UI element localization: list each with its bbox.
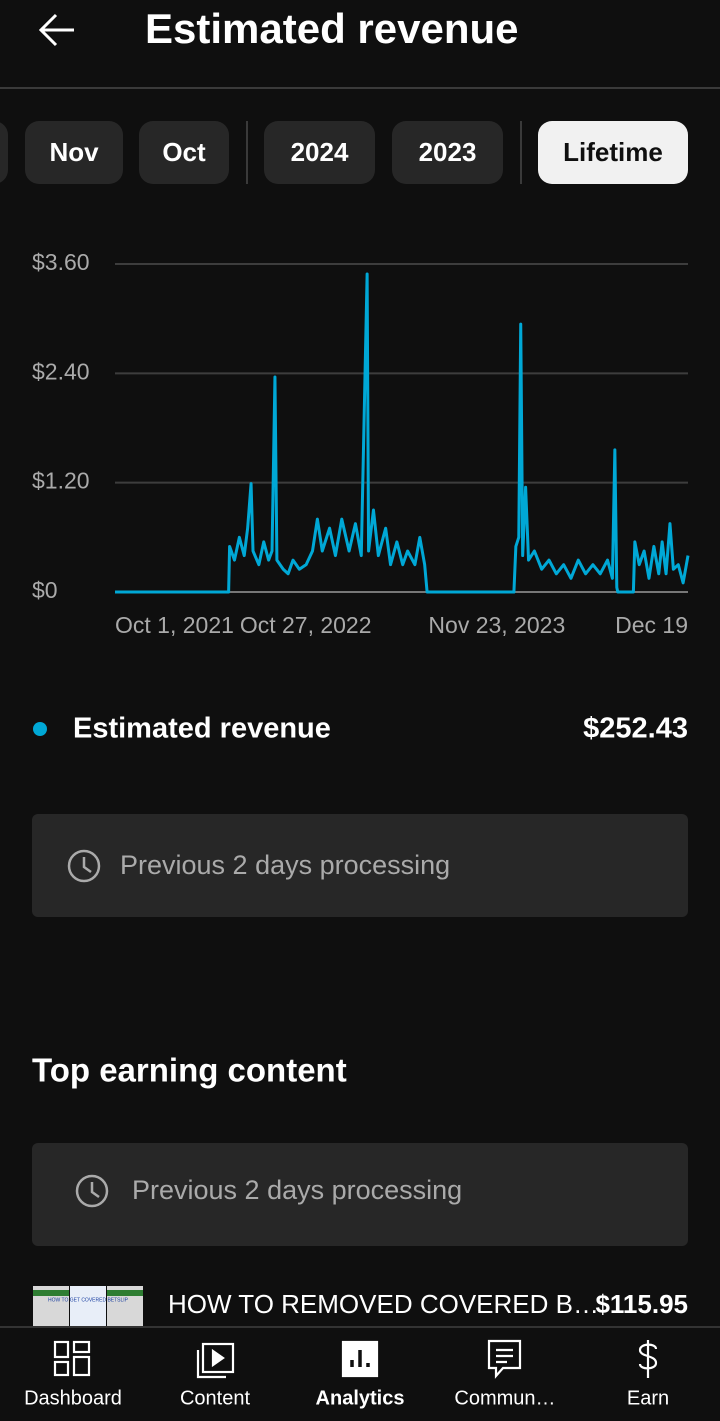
x-tick-label: Oct 1, 2021 [115,612,234,638]
section-title: Top earning content [32,1052,347,1089]
icon-part [196,1350,226,1379]
filter-chip[interactable]: 2023 [392,121,503,184]
content-icon [196,1342,235,1379]
clock-hands [82,857,92,874]
chip-label: Oct [162,137,206,167]
nav-label: Analytics [316,1387,405,1409]
revenue-line [115,272,690,594]
icon-part [487,1339,522,1379]
nav-label: Earn [627,1387,669,1409]
chip-background [25,121,123,184]
content-title: HOW TO REMOVED COVERED B… [168,1289,599,1319]
nav-label: Commun… [454,1387,555,1409]
x-tick-label: Dec 19 [615,612,688,638]
icon-part [350,1350,370,1367]
clock-face [67,849,101,883]
icon-part [72,1340,91,1354]
icon-part [496,1348,513,1364]
revenue-chart: $0 $1.20 $2.40 $3.60 Oct 1, 2021 Oct 27, 2022… [32,249,690,638]
x-tick-label: Oct 27, 2022 [240,612,372,638]
chip-label: 2024 [291,137,349,167]
y-tick-label: $2.40 [32,358,90,384]
chip-label: Lifetime [563,137,663,167]
filter-chip[interactable]: Lifetime [538,121,688,184]
nav-item[interactable]: Analytics [316,1387,405,1409]
back-arrow [38,13,74,47]
nav-label: Dashboard [24,1387,122,1409]
chip-background [264,121,375,184]
chip-background [392,121,503,184]
nav-item[interactable]: Commun… [454,1387,555,1409]
back-button[interactable] [38,13,74,47]
community-icon [487,1339,522,1379]
icon-part [72,1355,91,1377]
x-tick-label: Nov 23, 2023 [428,612,565,638]
filter-chip[interactable]: 2024 [264,121,375,184]
icon-part [638,1340,658,1378]
icon-part [53,1360,70,1377]
filter-chip-partial[interactable] [0,121,8,184]
nav-item[interactable]: Dashboard [24,1387,122,1409]
thumbnail-center [70,1286,106,1331]
clock-icon [67,849,101,883]
chip-background [139,121,229,184]
clock-face [75,1174,109,1208]
icon-part [53,1340,70,1359]
nav-item[interactable]: Earn [627,1387,669,1409]
y-tick-label: $0 [32,577,58,603]
clock-icon [75,1174,109,1208]
revenue-total: $252.43 [583,713,688,745]
content-row[interactable]: HOW TO GET COVERED BETSLIP HOW TO REMOVE… [33,1286,688,1331]
y-tick-label: $1.20 [32,468,90,494]
thumbnail-text: HOW TO GET COVERED BETSLIP [48,1297,129,1303]
icon-part [201,1342,235,1374]
notice-box [32,1143,688,1246]
clock-hands [90,1182,100,1199]
notice-text: Previous 2 days processing [120,850,450,880]
earn-icon [638,1340,658,1378]
y-tick-label: $3.60 [32,249,90,275]
content-revenue: $115.95 [595,1289,688,1319]
nav-icons [53,1339,658,1379]
legend-label: Estimated revenue [73,713,331,745]
nav-label: Content [180,1387,250,1409]
chip-background [538,121,688,184]
filter-chip[interactable]: Oct [139,121,229,184]
nav-item[interactable]: Content [180,1387,250,1409]
chip-label: 2023 [419,137,477,167]
thumbnail-strip [33,1290,69,1296]
icon-part [211,1348,225,1368]
notice-box [32,814,688,917]
page-title: Estimated revenue [145,5,519,52]
filter-chip[interactable]: Nov [25,121,123,184]
notice-text: Previous 2 days processing [132,1175,462,1205]
thumbnail-strip [107,1290,143,1296]
analytics-icon [341,1340,379,1378]
dashboard-icon [53,1340,91,1377]
chip-label: Nov [49,137,99,167]
legend-dot [33,722,47,736]
